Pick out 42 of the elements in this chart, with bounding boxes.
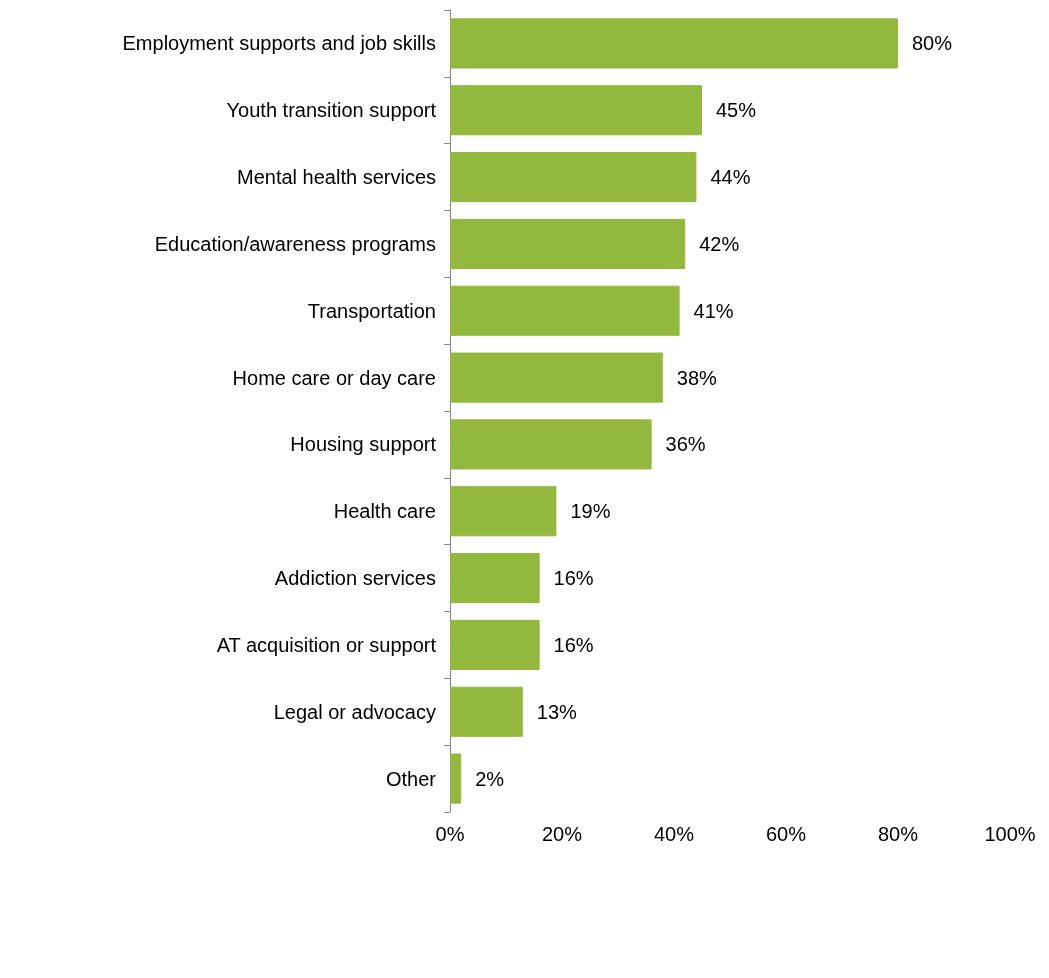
x-tick-label: 60% xyxy=(765,823,807,845)
y-tick-label: Health care xyxy=(333,500,436,523)
bar xyxy=(450,218,686,269)
y-tick-label: Youth transition support xyxy=(226,99,437,122)
data-label: 42% xyxy=(699,232,740,255)
y-tick-label: Employment supports and job skills xyxy=(122,32,436,55)
data-label: 16% xyxy=(553,633,594,656)
data-label: 13% xyxy=(536,700,578,723)
y-tick-label: Addiction services xyxy=(274,567,436,590)
bar xyxy=(450,419,652,470)
data-label: 16% xyxy=(553,567,594,590)
data-label: 44% xyxy=(710,166,751,189)
data-label: 2% xyxy=(475,767,505,790)
y-tick-label: AT acquisition or support xyxy=(216,633,437,656)
bar xyxy=(450,486,557,537)
data-label: 36% xyxy=(665,433,706,456)
y-tick-label: Transportation xyxy=(307,299,436,322)
bar xyxy=(450,85,702,136)
x-tick-label: 0% xyxy=(435,823,465,845)
bar xyxy=(450,686,523,737)
y-tick-label: Home care or day care xyxy=(232,366,436,389)
y-tick-label: Housing support xyxy=(290,433,437,456)
x-tick-label: 20% xyxy=(541,823,583,845)
data-label: 38% xyxy=(676,366,718,389)
y-tick-label: Other xyxy=(385,767,437,790)
y-tick-label: Mental health services xyxy=(237,166,436,189)
bar xyxy=(450,553,540,604)
bar xyxy=(450,152,697,203)
y-tick-label: Legal or advocacy xyxy=(273,700,436,723)
data-label: 45% xyxy=(716,99,757,122)
bar xyxy=(450,352,663,403)
bar xyxy=(450,18,898,69)
x-tick-label: 40% xyxy=(653,823,695,845)
x-tick-label: 100% xyxy=(984,823,1036,845)
y-tick-label: Education/awareness programs xyxy=(154,232,436,255)
bar xyxy=(450,753,462,804)
x-tick-label: 80% xyxy=(877,823,919,845)
bar xyxy=(450,619,540,670)
data-label: 80% xyxy=(912,32,953,55)
bar xyxy=(450,285,680,336)
data-label: 19% xyxy=(570,500,611,523)
data-label: 41% xyxy=(693,299,734,322)
